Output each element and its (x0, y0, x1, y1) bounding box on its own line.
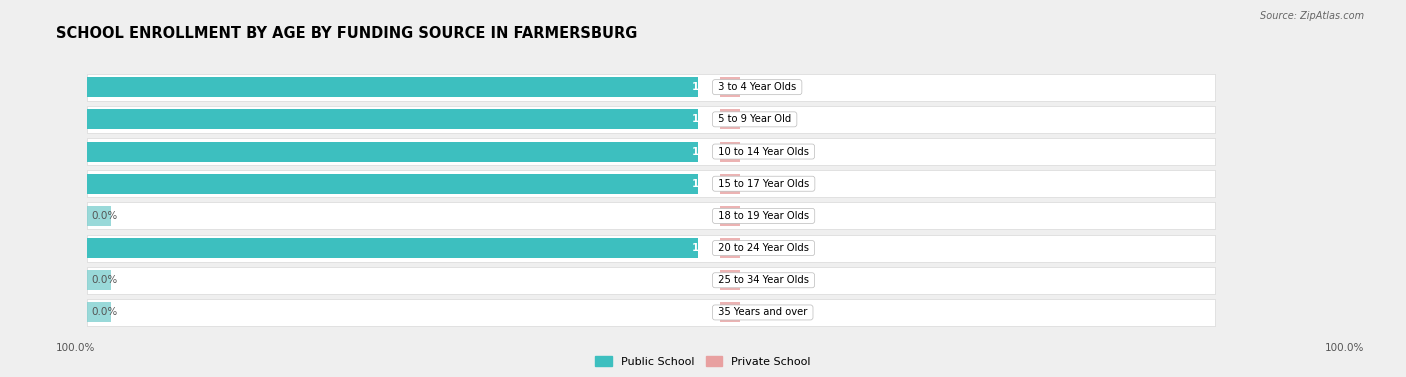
Text: 0.0%: 0.0% (745, 243, 770, 253)
Text: 25 to 34 Year Olds: 25 to 34 Year Olds (716, 275, 813, 285)
Text: 0.0%: 0.0% (745, 211, 770, 221)
Text: 20 to 24 Year Olds: 20 to 24 Year Olds (716, 243, 813, 253)
Text: 100.0%: 100.0% (692, 82, 735, 92)
Text: 100.0%: 100.0% (692, 147, 735, 156)
Text: 100.0%: 100.0% (692, 243, 735, 253)
Bar (87, 302, 111, 322)
Bar (675, 299, 1215, 326)
Text: 3 to 4 Year Olds: 3 to 4 Year Olds (716, 82, 800, 92)
Text: 0.0%: 0.0% (745, 179, 770, 189)
Text: SCHOOL ENROLLMENT BY AGE BY FUNDING SOURCE IN FARMERSBURG: SCHOOL ENROLLMENT BY AGE BY FUNDING SOUR… (56, 26, 637, 41)
Text: 0.0%: 0.0% (745, 147, 770, 156)
Bar (675, 106, 1215, 133)
Bar (87, 299, 752, 326)
Bar (87, 77, 697, 97)
Text: 0.0%: 0.0% (91, 211, 117, 221)
Text: 0.0%: 0.0% (745, 114, 770, 124)
Bar (87, 270, 111, 290)
Bar (87, 202, 752, 230)
Bar (87, 170, 752, 197)
Text: 0.0%: 0.0% (745, 275, 770, 285)
Legend: Public School, Private School: Public School, Private School (591, 352, 815, 371)
Bar (87, 174, 697, 194)
Bar (720, 109, 740, 129)
Bar (87, 141, 697, 161)
Bar (87, 206, 111, 226)
Text: 100.0%: 100.0% (1324, 343, 1364, 353)
Text: 35 Years and over: 35 Years and over (716, 308, 810, 317)
Text: 5 to 9 Year Old: 5 to 9 Year Old (716, 114, 794, 124)
Bar (675, 202, 1215, 230)
Text: Source: ZipAtlas.com: Source: ZipAtlas.com (1260, 11, 1364, 21)
Text: 10 to 14 Year Olds: 10 to 14 Year Olds (716, 147, 813, 156)
Bar (87, 267, 752, 294)
Bar (720, 238, 740, 258)
Bar (720, 270, 740, 290)
Text: 0.0%: 0.0% (745, 82, 770, 92)
Bar (675, 138, 1215, 165)
Text: 100.0%: 100.0% (56, 343, 96, 353)
Bar (720, 206, 740, 226)
Bar (675, 267, 1215, 294)
Bar (720, 141, 740, 161)
Bar (87, 106, 752, 133)
Text: 100.0%: 100.0% (692, 114, 735, 124)
Text: 18 to 19 Year Olds: 18 to 19 Year Olds (716, 211, 813, 221)
Bar (87, 234, 752, 262)
Text: 15 to 17 Year Olds: 15 to 17 Year Olds (716, 179, 813, 189)
Text: 0.0%: 0.0% (745, 308, 770, 317)
Bar (675, 234, 1215, 262)
Bar (87, 74, 752, 101)
Bar (720, 174, 740, 194)
Bar (87, 238, 697, 258)
Bar (720, 77, 740, 97)
Bar (720, 302, 740, 322)
Bar (87, 138, 752, 165)
Text: 0.0%: 0.0% (91, 308, 117, 317)
Bar (675, 74, 1215, 101)
Bar (675, 170, 1215, 197)
Bar (87, 109, 697, 129)
Text: 0.0%: 0.0% (91, 275, 117, 285)
Text: 100.0%: 100.0% (692, 179, 735, 189)
